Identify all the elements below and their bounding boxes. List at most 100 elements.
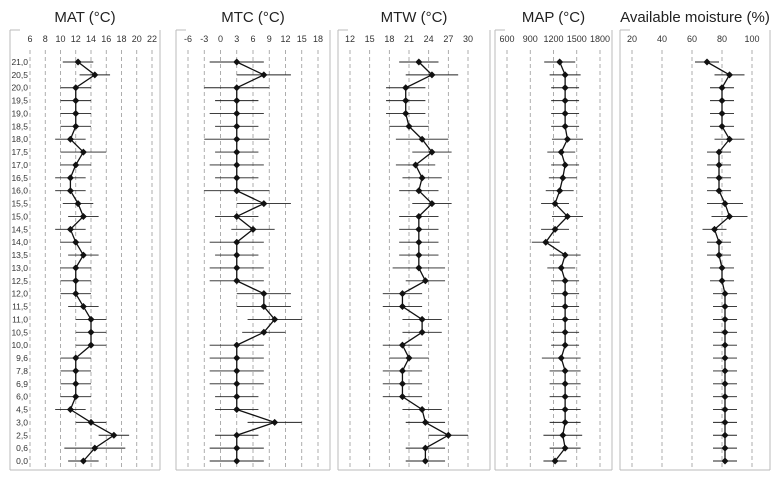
panel-1: MAT (°C) 6 8 10 12 14 16 18 20 22 21,0 20,5 20,0 19,5… bbox=[9, 9, 161, 471]
depth-label: 10,0 bbox=[11, 340, 28, 350]
data-point bbox=[561, 367, 569, 375]
data-point bbox=[402, 97, 410, 105]
data-point bbox=[260, 200, 268, 208]
data-point bbox=[551, 225, 559, 233]
panel-2: MTC (°C) -6 -3 0 3 6 9 12 15 18 bbox=[175, 9, 331, 471]
data-point bbox=[721, 200, 729, 208]
data-point bbox=[715, 238, 723, 246]
data-point bbox=[233, 161, 241, 169]
data-point bbox=[557, 264, 565, 272]
x-tick-label: 15 bbox=[297, 34, 307, 44]
data-point bbox=[718, 109, 726, 117]
panel-5: Available moisture (%) 20 40 60 80 100 bbox=[619, 9, 771, 471]
data-point bbox=[72, 109, 80, 117]
data-point bbox=[72, 277, 80, 285]
data-point bbox=[79, 148, 87, 156]
x-tick-label: 60 bbox=[687, 34, 697, 44]
x-tick-label: 1800 bbox=[590, 34, 610, 44]
x-tick-label: 21 bbox=[404, 34, 414, 44]
depth-label: 17,0 bbox=[11, 160, 28, 170]
data-point bbox=[721, 380, 729, 388]
data-point bbox=[718, 84, 726, 92]
panel-title: MAP (°C) bbox=[522, 9, 585, 26]
data-point bbox=[428, 200, 436, 208]
data-point bbox=[72, 354, 80, 362]
data-point bbox=[561, 315, 569, 323]
data-point bbox=[233, 393, 241, 401]
depth-label: 15,5 bbox=[11, 199, 28, 209]
data-point bbox=[557, 148, 565, 156]
data-point bbox=[72, 264, 80, 272]
data-point bbox=[398, 341, 406, 349]
data-point bbox=[556, 187, 564, 195]
depth-label: 21,0 bbox=[11, 57, 28, 67]
data-point bbox=[415, 58, 423, 66]
data-point bbox=[561, 122, 569, 130]
data-point bbox=[561, 303, 569, 311]
data-point bbox=[66, 135, 74, 143]
depth-label: 12,5 bbox=[11, 276, 28, 286]
data-point bbox=[721, 393, 729, 401]
x-tick-label: 0 bbox=[218, 34, 223, 44]
data-point bbox=[72, 393, 80, 401]
data-point bbox=[711, 225, 718, 233]
x-tick-label: 12 bbox=[345, 34, 355, 44]
x-tick-label: 40 bbox=[657, 34, 667, 44]
data-point bbox=[260, 303, 268, 311]
depth-label: 20,5 bbox=[11, 70, 28, 80]
data-point bbox=[405, 354, 413, 362]
data-point bbox=[561, 161, 569, 169]
depth-label: 3,0 bbox=[16, 417, 28, 427]
data-point bbox=[428, 71, 436, 79]
depth-label: 11,0 bbox=[12, 314, 28, 324]
x-tick-label: 80 bbox=[717, 34, 727, 44]
data-point bbox=[421, 277, 429, 285]
depth-label: 13,0 bbox=[11, 263, 28, 273]
x-tick-label: 900 bbox=[523, 34, 538, 44]
data-point bbox=[398, 290, 406, 298]
data-point bbox=[556, 58, 564, 66]
data-point bbox=[79, 212, 87, 220]
x-tick-label: 20 bbox=[627, 34, 637, 44]
data-point bbox=[542, 238, 550, 246]
depth-label: 18,5 bbox=[11, 121, 28, 131]
data-point bbox=[233, 97, 241, 105]
data-point bbox=[260, 71, 268, 79]
data-point bbox=[233, 341, 241, 349]
data-point bbox=[715, 161, 723, 169]
data-point bbox=[398, 393, 406, 401]
depth-label: 0,6 bbox=[16, 443, 28, 453]
depth-label: 4,5 bbox=[16, 405, 28, 415]
depth-label: 10,5 bbox=[11, 327, 28, 337]
data-point bbox=[233, 367, 241, 375]
data-point bbox=[233, 148, 241, 156]
data-point bbox=[721, 290, 729, 298]
data-point bbox=[721, 315, 729, 323]
data-point bbox=[418, 406, 426, 414]
data-point bbox=[110, 431, 118, 439]
data-point bbox=[260, 290, 268, 298]
x-tick-label: 100 bbox=[744, 34, 759, 44]
x-tick-label: 24 bbox=[424, 34, 434, 44]
data-point bbox=[233, 380, 241, 388]
data-point bbox=[721, 354, 729, 362]
data-point bbox=[271, 315, 279, 323]
x-tick-label: 27 bbox=[443, 34, 453, 44]
data-point bbox=[561, 251, 569, 259]
depth-label: 17,5 bbox=[11, 147, 28, 157]
x-tick-label: 12 bbox=[71, 34, 81, 44]
data-point bbox=[72, 161, 80, 169]
data-point bbox=[72, 367, 80, 375]
data-point bbox=[91, 71, 99, 79]
data-point bbox=[398, 367, 406, 375]
data-point bbox=[398, 303, 406, 311]
x-tick-label: 1500 bbox=[567, 34, 587, 44]
data-point bbox=[233, 122, 241, 130]
data-point bbox=[66, 406, 74, 414]
data-point bbox=[721, 431, 729, 439]
data-point bbox=[551, 200, 559, 208]
data-point bbox=[233, 135, 241, 143]
data-point bbox=[415, 225, 423, 233]
depth-label: 2,5 bbox=[16, 430, 28, 440]
